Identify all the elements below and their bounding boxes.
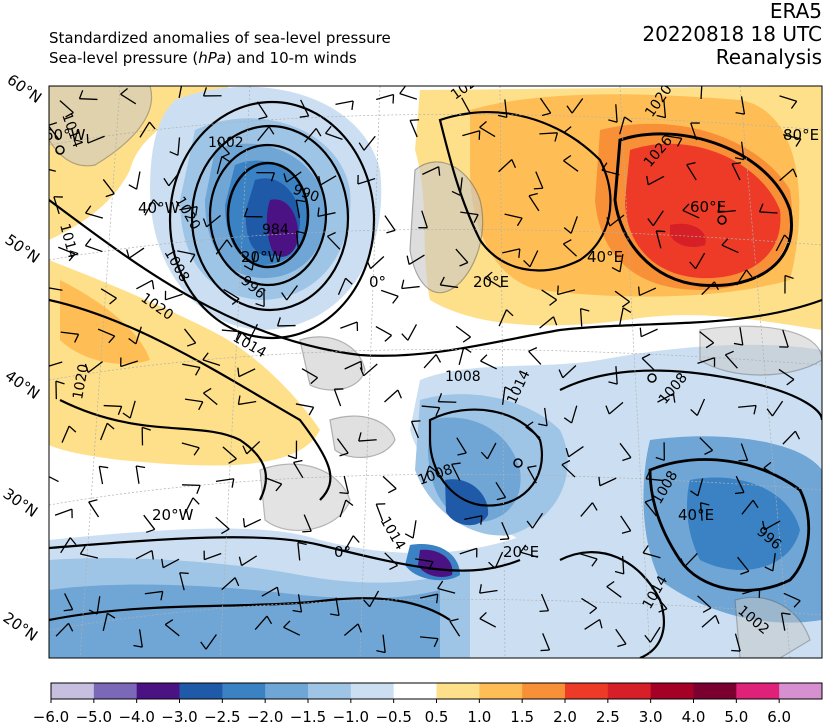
colorbar-swatch [351, 683, 394, 699]
wind-barb-feather [87, 134, 88, 143]
colorbar-tick-label: 3.0 [639, 708, 663, 726]
colorbar-tick-label: −2.0 [247, 708, 283, 726]
lat-label: 20°N [0, 609, 41, 645]
lon-label: 0° [334, 543, 351, 561]
lon-label: 60°E [690, 198, 726, 216]
colorbar-swatch [394, 683, 437, 699]
colorbar-tick-label: −3.0 [161, 708, 197, 726]
colorbar-swatch [565, 683, 608, 699]
colorbar-tick-label: −1.0 [333, 708, 369, 726]
isobar-label: 1008 [445, 369, 481, 385]
wind-barb [182, 485, 200, 486]
wind-barb-feather [534, 188, 543, 189]
colorbar-swatch [437, 683, 480, 699]
colorbar-tick-label: −2.5 [204, 708, 240, 726]
colorbar-swatch [608, 683, 651, 699]
colorbar-swatch [222, 683, 265, 699]
wind-barb-feather [656, 231, 665, 232]
wind-barb-feather [558, 286, 559, 295]
colorbar-swatch [137, 683, 180, 699]
colorbar-swatch [51, 683, 94, 699]
colorbar-swatch [479, 683, 522, 699]
wind-barb-feather [411, 421, 420, 422]
colorbar-swatch [694, 683, 737, 699]
wind-barb-feather [500, 539, 509, 540]
colorbar-tick-label: 1.5 [510, 708, 534, 726]
lon-label: 60°W [44, 126, 86, 144]
colorbar [51, 683, 823, 703]
wind-barb-feather [45, 279, 49, 287]
isobar-label: 1002 [208, 135, 244, 151]
lon-label: 80°E [783, 126, 819, 144]
wind-barb-feather [702, 81, 710, 84]
colorbar-tick-label: 2.5 [596, 708, 620, 726]
colorbar-tick-label: −0.5 [375, 708, 411, 726]
wind-barb [438, 402, 456, 403]
colorbar-tick-label: 6.0 [767, 708, 791, 726]
colorbar-swatch [522, 683, 565, 699]
colorbar-tick-label: −4.0 [118, 708, 154, 726]
wind-barb-feather [180, 573, 189, 574]
isobar-label: 984 [262, 222, 289, 238]
lon-label: 40°E [678, 506, 714, 524]
lon-label: 20°W [241, 248, 283, 266]
wind-barb-feather [43, 467, 49, 473]
lon-label: 40°E [587, 248, 623, 266]
colorbar-tick-label: 5.0 [724, 708, 748, 726]
colorbar-tick-label: 4.0 [682, 708, 706, 726]
colorbar-swatch [779, 683, 822, 699]
wind-barb-feather [731, 650, 740, 651]
lon-label: 20°E [473, 273, 509, 291]
colorbar-swatch [94, 683, 137, 699]
lon-label: 0° [369, 273, 386, 291]
colorbar-tick-label: 2.0 [553, 708, 577, 726]
wind-barb-feather [540, 611, 549, 612]
lat-label: 60°N [4, 71, 45, 107]
lat-label: 30°N [0, 485, 41, 521]
wind-barb [104, 406, 122, 407]
colorbar-tick-label: 1.0 [467, 708, 491, 726]
colorbar-tick-label: 0.5 [425, 708, 449, 726]
wind-barb-feather [541, 650, 550, 651]
colorbar-swatch [308, 683, 351, 699]
lat-label: 50°N [2, 231, 43, 267]
wind-barb [79, 99, 97, 100]
lon-label: 20°E [503, 543, 539, 561]
wind-barb-feather [639, 287, 640, 296]
colorbar-swatch [180, 683, 223, 699]
wind-barb-feather [302, 531, 311, 532]
colorbar-tick-label: −6.0 [33, 708, 69, 726]
wind-barb-feather [339, 493, 348, 494]
colorbar-swatch [265, 683, 308, 699]
lat-label: 40°N [2, 367, 43, 403]
lon-label: 40°W [138, 199, 180, 217]
colorbar-tick-label: −1.5 [290, 708, 326, 726]
colorbar-swatch [736, 683, 779, 699]
lat-labels: 60°N 50°N 40°N 30°N 20°N [0, 71, 45, 645]
wind-barb-feather [410, 120, 419, 121]
wind-barb-feather [183, 80, 191, 85]
colorbar-tick-label: −5.0 [76, 708, 112, 726]
wind-barb-feather [38, 159, 43, 167]
wind-barb-feather [640, 328, 641, 337]
lon-label: 20°W [152, 506, 194, 524]
colorbar-swatch [651, 683, 694, 699]
